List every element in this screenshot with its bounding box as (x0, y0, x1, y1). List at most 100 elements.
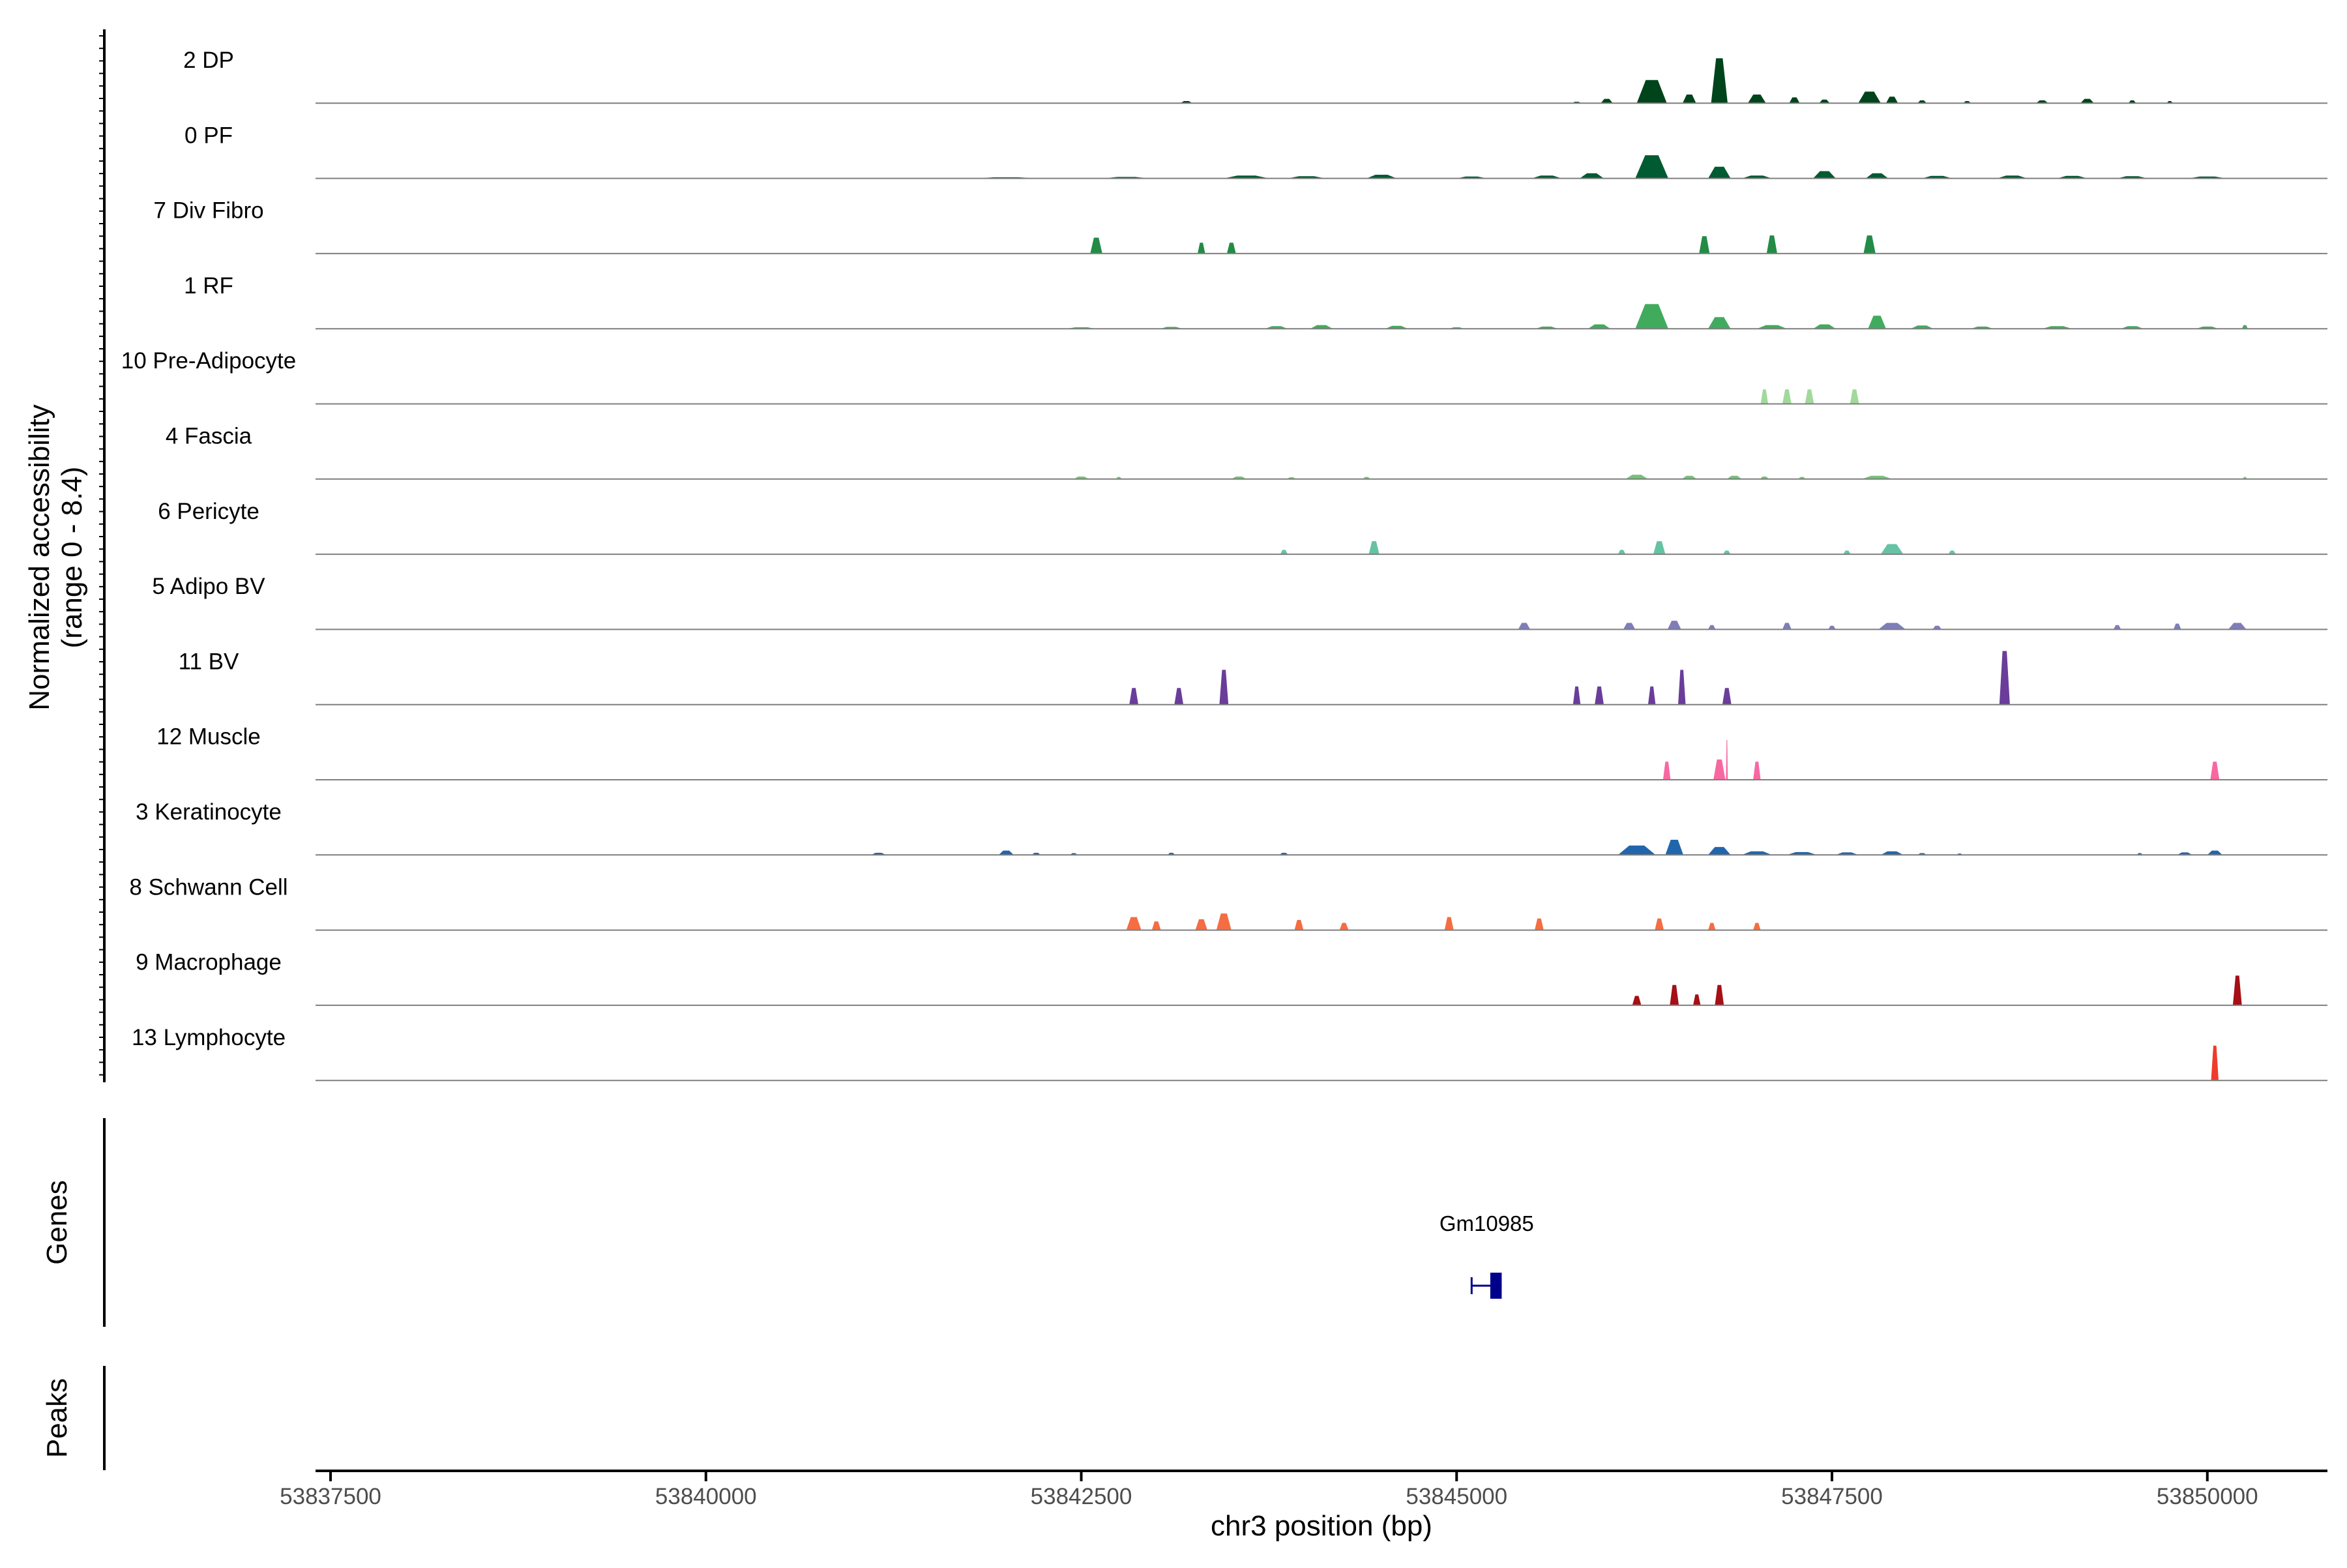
peak-12-muscle-4 (2210, 762, 2220, 780)
peak-2-dp-11 (1917, 100, 1927, 104)
peak-8-schwann-cell-8 (1655, 918, 1664, 930)
peak-12-muscle-1 (1713, 759, 1726, 780)
peak-4-fascia-7 (1726, 475, 1742, 479)
peak-2-dp-2 (1601, 98, 1613, 104)
peak-6-pericyte-7 (1948, 550, 1956, 555)
peak-6-pericyte-4 (1723, 550, 1731, 555)
peak-10-pre-adipocyte-2 (1805, 389, 1814, 404)
peak-8-schwann-cell-4 (1294, 920, 1304, 930)
peak-5-adipo-bv-5 (1828, 625, 1836, 630)
peak-2-dp-7 (1789, 97, 1800, 104)
peak-3-keratinocyte-7 (1665, 840, 1683, 855)
peak-12-muscle-3 (1753, 762, 1761, 780)
peak-5-adipo-bv-7 (1932, 625, 1942, 630)
track-label-9-macrophage: 9 Macrophage (136, 950, 282, 975)
peak-5-adipo-bv-1 (1623, 623, 1636, 630)
peak-2-dp-5 (1711, 58, 1728, 104)
peak-9-macrophage-1 (1670, 984, 1679, 1005)
peak-9-macrophage-3 (1715, 984, 1724, 1005)
x-tick-label-5: 53850000 (2157, 1484, 2258, 1509)
track-label-8-schwann-cell: 8 Schwann Cell (129, 874, 288, 900)
peak-1-rf-8 (1635, 304, 1668, 329)
peak-1-rf-7 (1587, 324, 1611, 329)
peak-0-pf-6 (1531, 175, 1562, 179)
peak-2-dp-3 (1636, 80, 1667, 104)
genes-panel-title: Genes (41, 1180, 73, 1265)
peak-6-pericyte-0 (1280, 550, 1288, 555)
track-10-pre-adipocyte (316, 389, 2327, 405)
peak-11-bv-0 (1129, 688, 1138, 705)
track-label-12-muscle: 12 Muscle (156, 724, 261, 750)
coverage-tracks (316, 58, 2327, 1082)
peak-0-pf-2 (1224, 175, 1269, 179)
peak-6-pericyte-1 (1368, 541, 1380, 555)
peak-3-keratinocyte-17 (2207, 850, 2222, 855)
peak-7-div-fibro-2 (1226, 243, 1236, 254)
y-axis-title-line2: (range 0 - 8.4) (56, 467, 88, 649)
peak-6-pericyte-6 (1880, 544, 1904, 555)
gene-gm10985: Gm10985 (1439, 1211, 1534, 1299)
peak-11-bv-5 (1647, 686, 1656, 705)
peak-8-schwann-cell-7 (1535, 918, 1544, 930)
peak-0-pf-12 (1865, 173, 1889, 179)
peak-2-dp-4 (1682, 95, 1696, 104)
peak-0-pf-14 (1997, 175, 2028, 179)
peak-11-bv-6 (1678, 670, 1686, 705)
peak-3-keratinocyte-8 (1708, 847, 1731, 855)
y-axis-title-line1: Normalized accessibility (23, 404, 55, 710)
peak-8-schwann-cell-5 (1339, 923, 1349, 930)
peak-2-dp-9 (1858, 91, 1881, 104)
peak-11-bv-1 (1174, 688, 1184, 705)
peak-1-rf-4 (1385, 325, 1408, 329)
peak-4-fascia-10 (1862, 475, 1893, 479)
peak-3-keratinocyte-1 (998, 850, 1014, 855)
peak-11-bv-3 (1572, 686, 1581, 705)
peak-9-macrophage-2 (1693, 994, 1701, 1005)
peak-11-bv-4 (1595, 686, 1604, 705)
peak-2-dp-8 (1819, 99, 1830, 104)
track-7-div-fibro (316, 235, 2327, 254)
peak-8-schwann-cell-3 (1216, 913, 1232, 930)
x-tick-label-2: 53842500 (1031, 1484, 1132, 1509)
peak-8-schwann-cell-6 (1444, 917, 1454, 930)
track-label-5-adipo-bv: 5 Adipo BV (152, 574, 265, 599)
peak-5-adipo-bv-9 (2173, 623, 2181, 630)
track-label-10-pre-adipocyte: 10 Pre-Adipocyte (121, 348, 296, 374)
peak-8-schwann-cell-1 (1151, 921, 1161, 930)
peak-0-pf-10 (1741, 175, 1772, 179)
peak-5-adipo-bv-6 (1878, 623, 1906, 630)
peaks-panel: Peaks (41, 1366, 106, 1470)
peak-7-div-fibro-1 (1198, 243, 1205, 254)
peaks-panel-title: Peaks (41, 1378, 73, 1458)
track-4-fascia (316, 475, 2327, 480)
peak-1-rf-10 (1756, 325, 1787, 329)
gene-label-gm10985: Gm10985 (1439, 1211, 1534, 1235)
peak-5-adipo-bv-4 (1782, 623, 1792, 630)
peak-8-schwann-cell-10 (1753, 923, 1761, 930)
peak-10-pre-adipocyte-0 (1760, 389, 1769, 404)
x-axis: chr3 position (bp) 53837500 53840000 53842… (280, 1470, 2327, 1542)
peak-1-rf-11 (1813, 324, 1836, 329)
peak-10-pre-adipocyte-3 (1850, 389, 1859, 404)
track-label-7-div-fibro: 7 Div Fibro (153, 198, 263, 224)
peak-4-fascia-6 (1681, 475, 1697, 479)
peak-2-dp-6 (1748, 95, 1766, 104)
peak-5-adipo-bv-2 (1667, 621, 1681, 630)
peak-4-fascia-5 (1625, 475, 1648, 479)
peak-11-bv-8 (1999, 651, 2010, 705)
peak-7-div-fibro-5 (1863, 235, 1876, 254)
track-3-keratinocyte (316, 840, 2327, 856)
x-tick-label-3: 53845000 (1406, 1484, 1507, 1509)
track-11-bv (316, 651, 2327, 705)
peak-12-muscle-2 (1726, 739, 1728, 780)
gene-exon (1490, 1273, 1502, 1299)
peak-12-muscle-0 (1662, 762, 1671, 780)
track-label-1-rf: 1 RF (184, 273, 233, 299)
peak-0-pf-8 (1635, 155, 1668, 179)
track-labels: 2 DP 0 PF 7 Div Fibro 1 RF 10 Pre-Adipocyte 4… (121, 48, 296, 1050)
track-0-pf (316, 155, 2327, 179)
peak-1-rf-3 (1310, 325, 1333, 329)
track-label-0-pf: 0 PF (185, 123, 233, 148)
